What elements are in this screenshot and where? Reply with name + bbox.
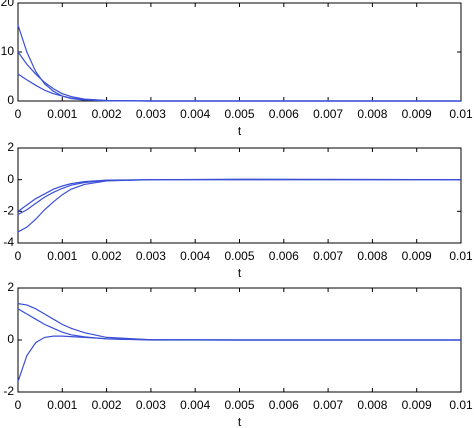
- x-tick-label: 0.006: [269, 107, 299, 121]
- y-tick-label: -2: [3, 204, 14, 218]
- x-tick-label: 0.005: [224, 249, 254, 263]
- y-tick-label: 10: [1, 44, 15, 58]
- x-tick-label: 0.01: [449, 249, 473, 263]
- x-tick-label: 0.005: [224, 398, 254, 412]
- x-tick-label: 0.007: [313, 249, 343, 263]
- x-tick-label: 0.004: [180, 107, 210, 121]
- x-tick-label: 0.002: [92, 398, 122, 412]
- x-tick-label: 0.001: [47, 107, 77, 121]
- x-tick-label: 0.004: [180, 398, 210, 412]
- x-tick-label: 0.009: [402, 249, 432, 263]
- y-tick-label: 2: [7, 140, 14, 154]
- x-tick-label: 0: [15, 249, 22, 263]
- x-tick-label: 0.008: [357, 107, 387, 121]
- data-line: [17, 73, 461, 102]
- x-tick-label: 0.01: [449, 398, 473, 412]
- data-line: [17, 335, 461, 382]
- x-tick-label: 0.009: [402, 398, 432, 412]
- x-axis-label: t: [238, 124, 242, 138]
- x-tick-label: 0.008: [357, 249, 387, 263]
- x-tick-label: 0.007: [313, 107, 343, 121]
- y-tick-label: 2: [7, 280, 14, 294]
- y-tick-label: 0: [7, 93, 14, 107]
- data-line: [17, 178, 462, 233]
- x-tick-label: 0.001: [47, 249, 77, 263]
- y-tick-label: 0: [7, 172, 14, 186]
- x-tick-label: 0: [15, 398, 22, 412]
- plot-frame: [17, 2, 462, 102]
- x-tick-label: 0.002: [92, 107, 122, 121]
- y-tick-label: -2: [3, 384, 14, 398]
- x-tick-label: 0.007: [313, 398, 343, 412]
- data-line: [17, 303, 461, 341]
- x-tick-label: 0.008: [357, 398, 387, 412]
- x-tick-label: 0.006: [269, 398, 299, 412]
- x-tick-label: 0.01: [449, 107, 473, 121]
- x-tick-label: 0: [15, 107, 22, 121]
- data-line: [17, 308, 461, 341]
- plot-frame: [17, 147, 462, 244]
- data-line: [17, 51, 461, 102]
- x-tick-label: 0.006: [269, 249, 299, 263]
- x-tick-label: 0.003: [136, 107, 166, 121]
- y-tick-label: -4: [3, 235, 14, 249]
- x-tick-label: 0.003: [136, 398, 166, 412]
- x-tick-label: 0.009: [402, 107, 432, 121]
- x-axis-label: t: [238, 415, 242, 428]
- x-axis-label: t: [238, 266, 242, 280]
- x-tick-label: 0.002: [92, 249, 122, 263]
- x-tick-label: 0.003: [136, 249, 166, 263]
- x-tick-label: 0.001: [47, 398, 77, 412]
- x-tick-label: 0.005: [224, 107, 254, 121]
- y-tick-label: 0: [7, 332, 14, 346]
- data-line: [17, 24, 461, 102]
- y-tick-label: 20: [1, 0, 15, 9]
- x-tick-label: 0.004: [180, 249, 210, 263]
